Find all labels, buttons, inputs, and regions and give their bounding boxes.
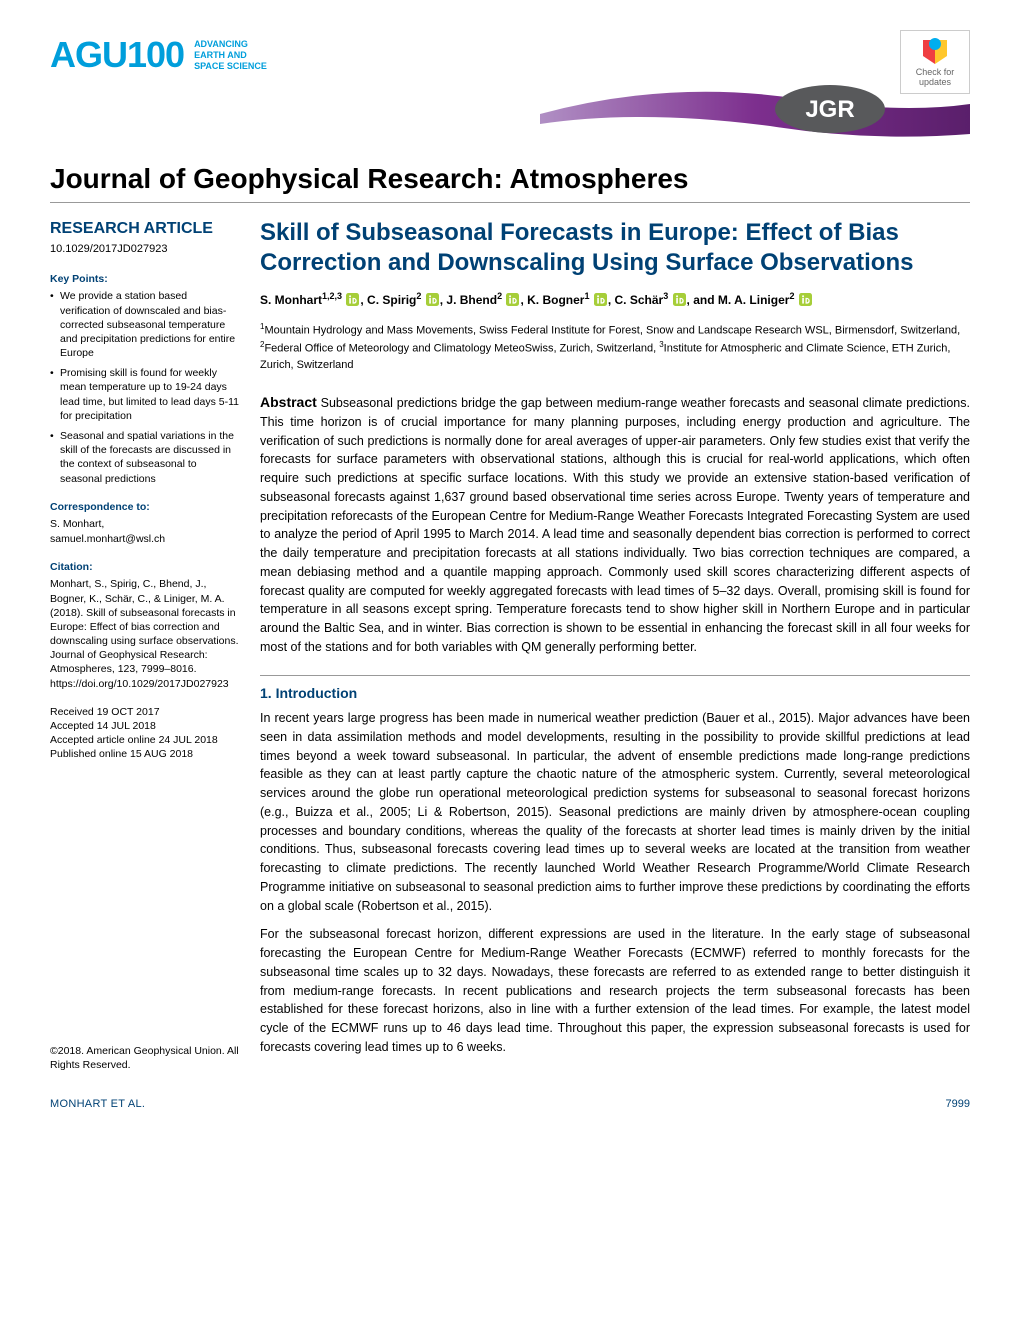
article-title: Skill of Subseasonal Forecasts in Europe… — [260, 218, 970, 278]
crossmark-icon — [917, 36, 953, 66]
page-number: 7999 — [946, 1097, 970, 1112]
orcid-icon — [346, 293, 359, 306]
agu-logo: AGU100 ADVANCING EARTH AND SPACE SCIENCE — [50, 30, 267, 80]
abstract-text: Subseasonal predictions bridge the gap b… — [260, 396, 970, 654]
intro-para-1: In recent years large progress has been … — [260, 709, 970, 915]
orcid-icon — [799, 293, 812, 306]
correspondence-heading: Correspondence to: — [50, 500, 240, 515]
citation-text: Monhart, S., Spirig, C., Bhend, J., Bogn… — [50, 577, 240, 690]
sidebar: RESEARCH ARTICLE 10.1029/2017JD027923 Ke… — [50, 218, 240, 1067]
correspondence-name: S. Monhart, — [50, 517, 240, 531]
key-point-item: Seasonal and spatial variations in the s… — [50, 429, 240, 486]
jgr-swoosh-icon: JGR — [520, 64, 970, 144]
copyright-notice: ©2018. American Geophysical Union. All R… — [50, 1044, 240, 1072]
article-doi: 10.1029/2017JD027923 — [50, 242, 240, 257]
svg-text:JGR: JGR — [805, 96, 854, 123]
jgr-banner: JGR — [50, 104, 970, 154]
intro-para-2: For the subseasonal forecast horizon, di… — [260, 925, 970, 1056]
key-point-item: Promising skill is found for weekly mean… — [50, 366, 240, 423]
main-content: Skill of Subseasonal Forecasts in Europe… — [260, 218, 970, 1067]
agu-tagline: ADVANCING EARTH AND SPACE SCIENCE — [194, 39, 267, 71]
article-type: RESEARCH ARTICLE — [50, 218, 240, 240]
abstract: Abstract Subseasonal predictions bridge … — [260, 392, 970, 657]
authors-line: S. Monhart1,2,3 , C. Spirig2 , J. Bhend2… — [260, 290, 970, 309]
page-footer: MONHART ET AL. 7999 — [50, 1097, 970, 1112]
abstract-label: Abstract — [260, 394, 317, 410]
orcid-icon — [426, 293, 439, 306]
key-points-list: We provide a station based verification … — [50, 289, 240, 485]
key-point-item: We provide a station based verification … — [50, 289, 240, 360]
journal-title: Journal of Geophysical Research: Atmosph… — [50, 159, 970, 203]
received-date: Received 19 OCT 2017 — [50, 705, 240, 719]
orcid-icon — [594, 293, 607, 306]
citation-heading: Citation: — [50, 560, 240, 575]
correspondence-email: samuel.monhart@wsl.ch — [50, 532, 240, 546]
key-points-heading: Key Points: — [50, 272, 240, 287]
agu-logo-text: AGU100 — [50, 30, 184, 80]
footer-authors: MONHART ET AL. — [50, 1097, 145, 1112]
orcid-icon — [673, 293, 686, 306]
orcid-icon — [506, 293, 519, 306]
published-date: Published online 15 AUG 2018 — [50, 747, 240, 761]
accepted-date: Accepted 14 JUL 2018 — [50, 719, 240, 733]
affiliations: 1Mountain Hydrology and Mass Movements, … — [260, 321, 970, 374]
accepted-online-date: Accepted article online 24 JUL 2018 — [50, 733, 240, 747]
section-1-heading: 1. Introduction — [260, 675, 970, 704]
